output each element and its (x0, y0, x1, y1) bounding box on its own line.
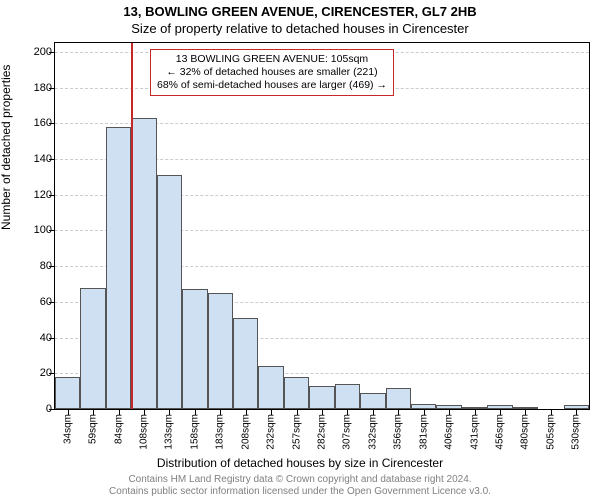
x-tick-mark (373, 410, 374, 415)
y-tick-mark (49, 409, 54, 410)
x-tick-mark (195, 410, 196, 415)
x-tick-mark (271, 410, 272, 415)
histogram-bar (258, 366, 283, 409)
histogram-bar (411, 404, 436, 409)
x-tick-label: 332sqm (367, 414, 378, 450)
annotation-line: 13 BOWLING GREEN AVENUE: 105sqm (157, 53, 387, 66)
x-tick-mark (169, 410, 170, 415)
x-tick-mark (475, 410, 476, 415)
x-tick-label: 406sqm (444, 414, 455, 450)
attribution-footer: Contains HM Land Registry data © Crown c… (0, 474, 600, 498)
histogram-bar (487, 405, 512, 409)
y-tick-label: 140 (22, 153, 52, 165)
y-tick-mark (49, 159, 54, 160)
x-tick-label: 356sqm (393, 414, 404, 450)
x-tick-label: 282sqm (317, 414, 328, 450)
x-tick-label: 133sqm (164, 414, 175, 450)
x-tick-label: 84sqm (113, 414, 124, 444)
histogram-bar (131, 118, 156, 409)
annotation-line: ← 32% of detached houses are smaller (22… (157, 66, 387, 79)
y-tick-mark (49, 266, 54, 267)
histogram-bar (309, 386, 334, 409)
x-tick-mark (220, 410, 221, 415)
x-tick-mark (424, 410, 425, 415)
x-tick-label: 108sqm (139, 414, 150, 450)
annotation-line: 68% of semi-detached houses are larger (… (157, 79, 387, 92)
histogram-bar (284, 377, 309, 409)
y-tick-mark (49, 302, 54, 303)
x-tick-mark (500, 410, 501, 415)
x-tick-mark (119, 410, 120, 415)
x-tick-mark (246, 410, 247, 415)
property-annotation: 13 BOWLING GREEN AVENUE: 105sqm← 32% of … (150, 49, 394, 96)
chart-title-line2: Size of property relative to detached ho… (0, 21, 600, 36)
x-tick-mark (576, 410, 577, 415)
x-tick-mark (398, 410, 399, 415)
y-tick-label: 80 (22, 260, 52, 272)
x-tick-label: 530sqm (571, 414, 582, 450)
x-tick-label: 183sqm (215, 414, 226, 450)
histogram-bar (80, 288, 105, 409)
x-tick-label: 257sqm (291, 414, 302, 450)
x-axis-label: Distribution of detached houses by size … (0, 456, 600, 470)
histogram-bar (386, 388, 411, 409)
x-tick-label: 505sqm (545, 414, 556, 450)
y-tick-label: 160 (22, 117, 52, 129)
chart-title-line1: 13, BOWLING GREEN AVENUE, CIRENCESTER, G… (0, 4, 600, 19)
y-tick-label: 0 (22, 403, 52, 415)
x-tick-mark (551, 410, 552, 415)
histogram-bar (208, 293, 233, 409)
x-tick-label: 232sqm (266, 414, 277, 450)
footer-line1: Contains HM Land Registry data © Crown c… (0, 474, 600, 486)
histogram-bar (233, 318, 258, 409)
y-tick-mark (49, 88, 54, 89)
y-tick-label: 60 (22, 296, 52, 308)
y-tick-mark (49, 373, 54, 374)
x-tick-label: 307sqm (342, 414, 353, 450)
histogram-bar (157, 175, 182, 409)
x-tick-mark (68, 410, 69, 415)
x-tick-label: 59sqm (88, 414, 99, 444)
y-tick-mark (49, 230, 54, 231)
x-tick-label: 431sqm (469, 414, 480, 450)
y-tick-label: 180 (22, 82, 52, 94)
y-tick-mark (49, 338, 54, 339)
property-marker-line (131, 43, 133, 409)
y-tick-label: 40 (22, 332, 52, 344)
histogram-bar (55, 377, 80, 409)
y-tick-mark (49, 52, 54, 53)
x-tick-mark (449, 410, 450, 415)
x-tick-label: 208sqm (240, 414, 251, 450)
y-tick-label: 200 (22, 46, 52, 58)
y-tick-label: 120 (22, 189, 52, 201)
x-tick-mark (322, 410, 323, 415)
x-tick-label: 381sqm (418, 414, 429, 450)
y-tick-mark (49, 123, 54, 124)
x-tick-mark (347, 410, 348, 415)
x-tick-mark (144, 410, 145, 415)
y-tick-label: 100 (22, 224, 52, 236)
y-tick-mark (49, 195, 54, 196)
histogram-bar (513, 407, 538, 409)
y-tick-label: 20 (22, 367, 52, 379)
x-tick-mark (93, 410, 94, 415)
plot-area: 13 BOWLING GREEN AVENUE: 105sqm← 32% of … (54, 42, 590, 410)
x-tick-label: 34sqm (62, 414, 73, 444)
histogram-bar (436, 405, 461, 409)
x-tick-mark (525, 410, 526, 415)
footer-line2: Contains public sector information licen… (0, 486, 600, 498)
histogram-bar (335, 384, 360, 409)
histogram-bar (106, 127, 131, 409)
histogram-bar (462, 407, 487, 409)
x-tick-label: 480sqm (520, 414, 531, 450)
histogram-bar (564, 405, 589, 409)
x-tick-label: 158sqm (189, 414, 200, 450)
x-tick-label: 456sqm (495, 414, 506, 450)
y-axis-label: Number of detached properties (0, 65, 13, 230)
histogram-bar (360, 393, 385, 409)
x-tick-mark (297, 410, 298, 415)
histogram-bar (182, 289, 207, 409)
